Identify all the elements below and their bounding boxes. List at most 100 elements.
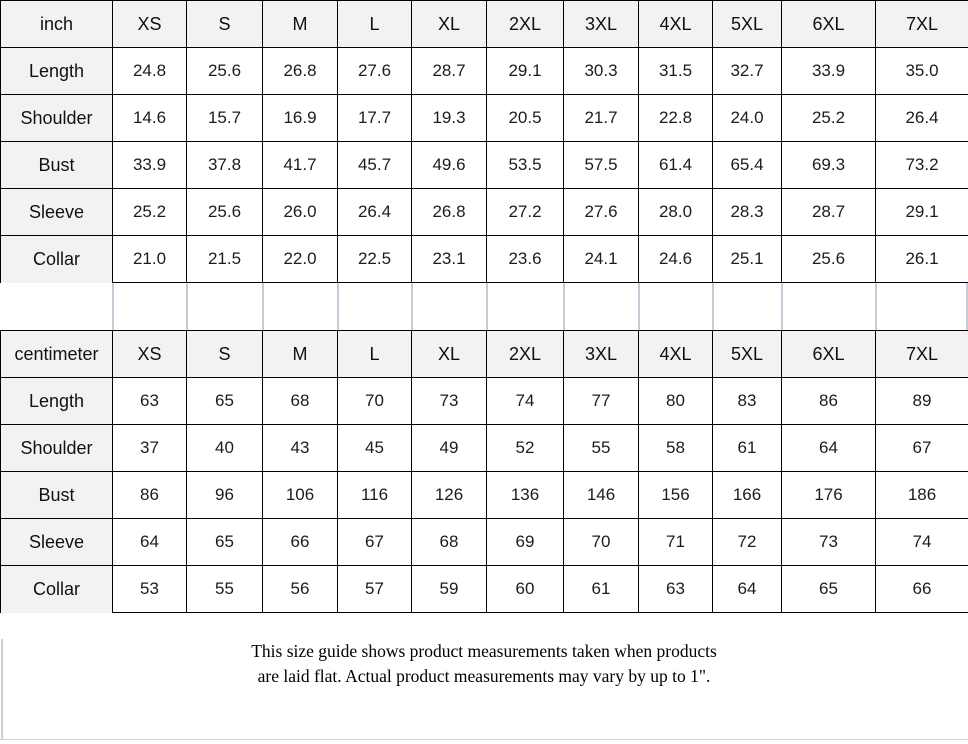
measurement-value-cell: 25.1 (712, 235, 782, 283)
measurement-label-cell: Bust (0, 141, 113, 189)
measurement-value-cell: 26.4 (337, 188, 412, 236)
measurement-value-cell: 29.1 (875, 188, 968, 236)
unit-header-cell: centimeter (0, 330, 113, 378)
measurement-value-cell: 65.4 (712, 141, 782, 189)
size-header-cell: 6XL (781, 330, 876, 378)
size-header-cell: 2XL (486, 330, 564, 378)
measurement-value-cell: 45 (337, 424, 412, 472)
measurement-value-cell: 25.2 (781, 94, 876, 142)
measurement-row: Sleeve 25.2 25.6 26.0 26.4 26.8 27.2 27.6 28.0 28… (0, 188, 968, 236)
measurement-label-cell: Length (0, 377, 113, 425)
size-table-inch: inch XS S M L XL 2XL 3XL 4XL 5XL 6XL 7XL Length 24.8 2… (0, 0, 968, 283)
measurement-value-cell: 73.2 (875, 141, 968, 189)
size-header-cell: 7XL (875, 330, 968, 378)
measurement-value-cell: 63 (638, 565, 713, 613)
measurement-value-cell: 57 (337, 565, 412, 613)
faint-gridline (563, 283, 565, 330)
measurement-row: Collar 21.0 21.5 22.0 22.5 23.1 23.6 24.1 24.6 25… (0, 235, 968, 283)
measurement-value-cell: 21.5 (186, 235, 263, 283)
measurement-value-cell: 28.7 (781, 188, 876, 236)
measurement-value-cell: 64 (712, 565, 782, 613)
faint-gridline (262, 283, 264, 330)
measurement-value-cell: 26.8 (411, 188, 487, 236)
measurement-value-cell: 61.4 (638, 141, 713, 189)
measurement-value-cell: 71 (638, 518, 713, 566)
measurement-row: Length 24.8 25.6 26.8 27.6 28.7 29.1 30.3 31.5 32… (0, 47, 968, 95)
size-header-cell: L (337, 330, 412, 378)
measurement-value-cell: 61 (563, 565, 639, 613)
measurement-value-cell: 67 (337, 518, 412, 566)
size-header-cell: XS (112, 330, 187, 378)
measurement-value-cell: 61 (712, 424, 782, 472)
measurement-row: Length 63 65 68 70 73 74 77 80 83 86 89 (0, 377, 968, 425)
measurement-value-cell: 19.3 (411, 94, 487, 142)
measurement-value-cell: 136 (486, 471, 564, 519)
measurement-value-cell: 26.4 (875, 94, 968, 142)
measurement-value-cell: 60 (486, 565, 564, 613)
measurement-value-cell: 20.5 (486, 94, 564, 142)
measurement-value-cell: 41.7 (262, 141, 338, 189)
size-header-row: inch XS S M L XL 2XL 3XL 4XL 5XL 6XL 7XL (0, 0, 968, 48)
measurement-value-cell: 64 (112, 518, 187, 566)
measurement-value-cell: 65 (186, 377, 263, 425)
faint-gridline (337, 283, 339, 330)
faint-gridline (638, 283, 640, 330)
measurement-label-cell: Collar (0, 565, 113, 613)
measurement-value-cell: 27.6 (563, 188, 639, 236)
measurement-value-cell: 69.3 (781, 141, 876, 189)
faint-gridline (486, 283, 488, 330)
measurement-value-cell: 66 (262, 518, 338, 566)
measurement-value-cell: 52 (486, 424, 564, 472)
measurement-value-cell: 22.0 (262, 235, 338, 283)
measurement-label-cell: Sleeve (0, 188, 113, 236)
measurement-value-cell: 23.1 (411, 235, 487, 283)
measurement-value-cell: 65 (186, 518, 263, 566)
faint-gridline (186, 283, 188, 330)
size-header-cell: 7XL (875, 0, 968, 48)
measurement-value-cell: 86 (781, 377, 876, 425)
left-faint-gridline (1, 639, 3, 739)
measurement-row: Collar 53 55 56 57 59 60 61 63 64 65 66 (0, 565, 968, 613)
measurement-value-cell: 58 (638, 424, 713, 472)
measurement-value-cell: 69 (486, 518, 564, 566)
measurement-value-cell: 66 (875, 565, 968, 613)
measurement-value-cell: 28.0 (638, 188, 713, 236)
measurement-label-cell: Shoulder (0, 424, 113, 472)
size-header-cell: L (337, 0, 412, 48)
size-header-cell: S (186, 330, 263, 378)
size-header-cell: M (262, 330, 338, 378)
measurement-value-cell: 24.1 (563, 235, 639, 283)
measurement-value-cell: 14.6 (112, 94, 187, 142)
measurement-value-cell: 25.6 (781, 235, 876, 283)
size-header-cell: S (186, 0, 263, 48)
measurement-label-cell: Collar (0, 235, 113, 283)
measurement-value-cell: 74 (486, 377, 564, 425)
measurement-value-cell: 70 (337, 377, 412, 425)
measurement-row: Bust 33.9 37.8 41.7 45.7 49.6 53.5 57.5 61.4 65.4… (0, 141, 968, 189)
measurement-value-cell: 40 (186, 424, 263, 472)
size-guide-note: This size guide shows product measuremen… (0, 613, 968, 689)
measurement-value-cell: 83 (712, 377, 782, 425)
measurement-value-cell: 27.2 (486, 188, 564, 236)
measurement-value-cell: 26.1 (875, 235, 968, 283)
measurement-value-cell: 89 (875, 377, 968, 425)
size-header-cell: 4XL (638, 0, 713, 48)
measurement-value-cell: 53 (112, 565, 187, 613)
faint-gridline (411, 283, 413, 330)
measurement-value-cell: 21.0 (112, 235, 187, 283)
measurement-value-cell: 37 (112, 424, 187, 472)
size-header-cell: 5XL (712, 330, 782, 378)
bottom-faint-gridline (0, 738, 968, 740)
measurement-label-cell: Bust (0, 471, 113, 519)
measurement-value-cell: 86 (112, 471, 187, 519)
measurement-value-cell: 166 (712, 471, 782, 519)
size-header-cell: 2XL (486, 0, 564, 48)
measurement-value-cell: 24.8 (112, 47, 187, 95)
measurement-value-cell: 49.6 (411, 141, 487, 189)
measurement-value-cell: 106 (262, 471, 338, 519)
measurement-value-cell: 59 (411, 565, 487, 613)
table-gap-row (0, 283, 968, 330)
measurement-value-cell: 25.2 (112, 188, 187, 236)
measurement-row: Bust 86 96 106 116 126 136 146 156 166 176 186 (0, 471, 968, 519)
